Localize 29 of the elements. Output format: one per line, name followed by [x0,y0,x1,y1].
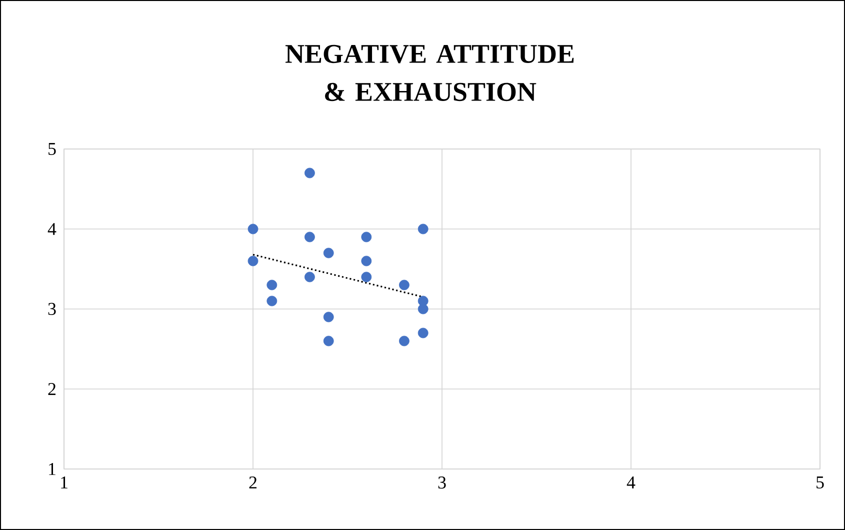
point [304,232,315,242]
y-tick-label: 1 [49,463,56,475]
x-tick-label: 5 [816,476,824,488]
y-tick-label: 3 [48,302,56,316]
x-tick-label: 3 [438,476,446,489]
point [361,232,372,242]
point [418,328,428,338]
y-tick-label: 2 [48,383,56,395]
y-tick-label: 5 [48,143,56,155]
point [361,256,372,266]
point [266,296,278,306]
point [399,280,410,290]
point [418,224,428,234]
x-tick-label: 1 [61,476,68,488]
x-tick-label: 4 [626,476,636,488]
y-tick-label: 4 [48,223,56,235]
point [399,336,410,346]
point [248,224,258,234]
chart-title: NEGATIVE ATTITUDE & EXHAUSTION [285,44,574,102]
point [304,168,315,178]
point [323,248,334,258]
point [304,272,315,282]
point [266,280,278,290]
point [418,304,428,314]
x-tick-label: 2 [249,476,257,488]
point [361,272,372,282]
point [323,336,334,346]
point [248,256,258,266]
point [323,312,334,322]
